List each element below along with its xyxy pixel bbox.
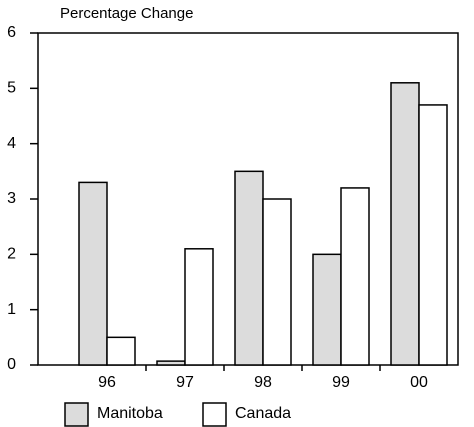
y-tick-label: 3 <box>7 190 16 207</box>
bar <box>312 253 342 366</box>
y-tick-label: 4 <box>7 135 16 152</box>
y-tick-label: 2 <box>7 246 16 263</box>
bar <box>418 104 448 366</box>
legend-swatch <box>202 402 227 427</box>
x-tick-label: 98 <box>254 374 272 391</box>
bar <box>78 181 108 366</box>
y-tick-label: 1 <box>7 301 16 318</box>
x-tick-label: 97 <box>176 374 194 391</box>
y-tick-label: 6 <box>7 24 16 41</box>
legend-label: Manitoba <box>97 405 163 422</box>
bar <box>156 360 186 366</box>
y-tick-label: 5 <box>7 80 16 97</box>
bar <box>262 198 292 366</box>
x-tick-label: 96 <box>98 374 116 391</box>
bar <box>390 82 420 366</box>
legend-swatch <box>64 402 89 427</box>
x-tick-label: 99 <box>332 374 350 391</box>
x-tick-label: 00 <box>410 374 428 391</box>
legend-label: Canada <box>235 405 291 422</box>
bar <box>340 187 370 366</box>
chart-title: Percentage Change <box>60 5 193 22</box>
y-tick-label: 0 <box>7 356 16 373</box>
bar <box>184 248 214 366</box>
bar <box>234 170 264 366</box>
bar <box>106 336 136 366</box>
